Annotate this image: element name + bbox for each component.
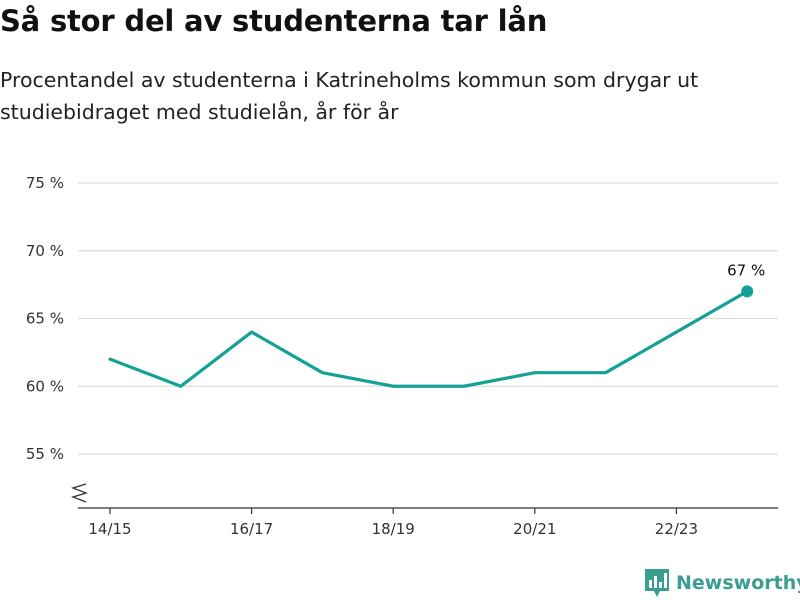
chart-subtitle: Procentandel av studenterna i Katrinehol… (0, 68, 699, 124)
y-tick-label: 60 % (26, 377, 64, 395)
chart-title: Så stor del av studenterna tar lån (0, 4, 548, 38)
y-tick-label: 75 % (26, 174, 64, 192)
y-tick-label: 70 % (26, 242, 64, 260)
last-point-label: 67 % (727, 261, 765, 279)
series-line (108, 289, 749, 388)
x-tick-label: 16/17 (230, 520, 273, 538)
x-tick-label: 22/23 (655, 520, 698, 538)
brand-logo: Newsworthy (644, 568, 800, 598)
last-data-point (741, 285, 754, 298)
axis-break-icon (71, 483, 88, 503)
x-tick-label: 18/19 (372, 520, 415, 538)
newsworthy-logo-icon (645, 569, 669, 597)
y-tick-label: 55 % (26, 445, 64, 463)
x-tick-label: 14/15 (88, 520, 131, 538)
brand-name: Newsworthy (676, 572, 800, 594)
y-tick-label: 65 % (26, 310, 64, 328)
x-tick-label: 20/21 (513, 520, 556, 538)
